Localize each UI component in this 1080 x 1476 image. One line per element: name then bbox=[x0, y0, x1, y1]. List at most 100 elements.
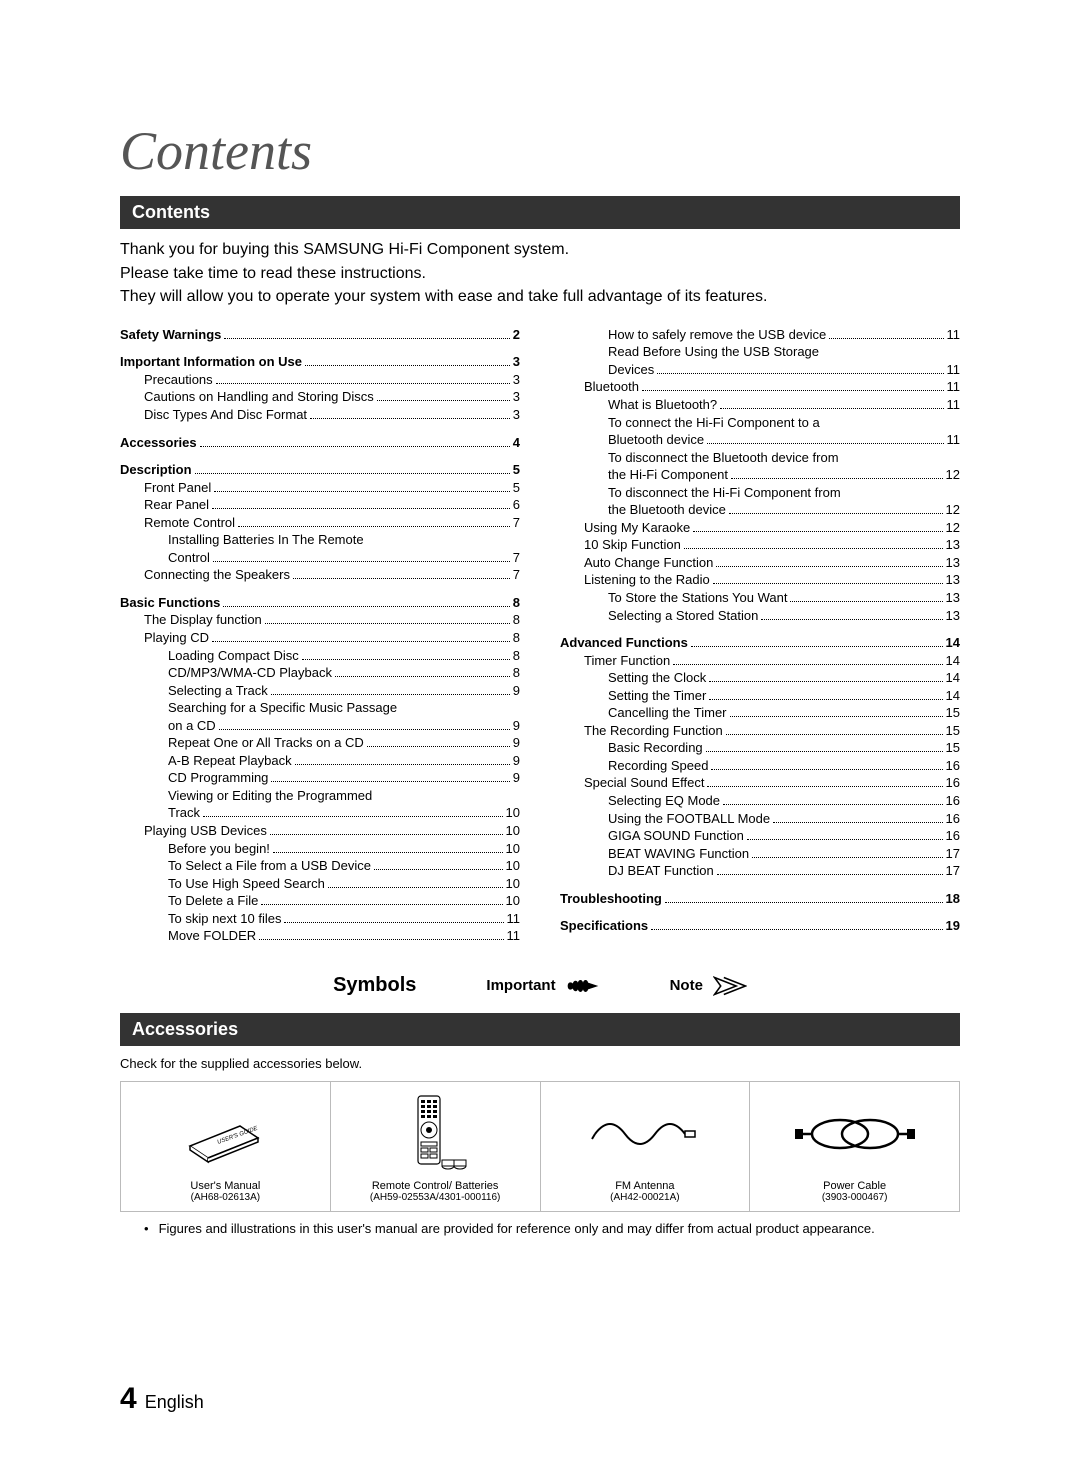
accessory-label: FM Antenna bbox=[615, 1180, 674, 1192]
symbol-note: Note bbox=[670, 973, 747, 999]
toc-page: 11 bbox=[947, 326, 961, 344]
symbols-title: Symbols bbox=[333, 974, 416, 997]
toc-entry: To connect the Hi-Fi Component to a bbox=[560, 414, 960, 432]
toc-page: 10 bbox=[506, 892, 520, 910]
toc-entry: BEAT WAVING Function17 bbox=[560, 845, 960, 863]
toc-entry: Remote Control 7 bbox=[120, 514, 520, 532]
toc-page: 9 bbox=[513, 769, 520, 787]
toc-entry: To Delete a File10 bbox=[120, 892, 520, 910]
toc-label: Description bbox=[120, 461, 192, 479]
toc-leader bbox=[295, 764, 510, 765]
toc-page: 10 bbox=[506, 875, 520, 893]
toc-entry: Loading Compact Disc8 bbox=[120, 647, 520, 665]
section-heading-accessories: Accessories bbox=[120, 1013, 960, 1046]
toc-leader bbox=[310, 418, 510, 419]
toc-leader bbox=[642, 390, 944, 391]
chevron-note-icon bbox=[713, 973, 747, 999]
toc-label: Bluetooth device bbox=[608, 431, 704, 449]
toc-entry: Playing CD8 bbox=[120, 629, 520, 647]
toc-leader bbox=[707, 443, 943, 444]
toc-label: the Bluetooth device bbox=[608, 501, 726, 519]
toc-page: 7 bbox=[513, 549, 520, 567]
toc-leader bbox=[224, 338, 509, 339]
toc-leader bbox=[752, 857, 942, 858]
toc-leader bbox=[773, 822, 942, 823]
toc-label: Viewing or Editing the Programmed bbox=[168, 787, 372, 805]
toc-leader bbox=[328, 887, 503, 888]
toc-page: 8 bbox=[513, 647, 520, 665]
toc-leader bbox=[707, 786, 942, 787]
toc-page: 2 bbox=[513, 326, 520, 344]
page-number: 4 bbox=[120, 1382, 137, 1416]
antenna-icon bbox=[547, 1092, 744, 1176]
toc-label: 10 Skip Function bbox=[584, 536, 681, 554]
toc-label: Setting the Clock bbox=[608, 669, 706, 687]
toc-entry: Rear Panel6 bbox=[120, 496, 520, 514]
toc-leader bbox=[761, 619, 942, 620]
toc-entry: Basic Recording 15 bbox=[560, 739, 960, 757]
toc-page: 8 bbox=[513, 629, 520, 647]
page-footer: 4 English bbox=[120, 1382, 204, 1416]
toc-leader bbox=[238, 526, 510, 527]
toc-label: Playing USB Devices bbox=[144, 822, 267, 840]
toc-page: 3 bbox=[513, 371, 520, 389]
toc-label: GIGA SOUND Function bbox=[608, 827, 744, 845]
toc-label: Troubleshooting bbox=[560, 890, 662, 908]
toc-page: 7 bbox=[513, 566, 520, 584]
toc-entry: Selecting EQ Mode 16 bbox=[560, 792, 960, 810]
toc-entry: Bluetooth 11 bbox=[560, 378, 960, 396]
toc-page: 14 bbox=[946, 634, 960, 652]
toc-label: Selecting EQ Mode bbox=[608, 792, 720, 810]
toc-label: the Hi-Fi Component bbox=[608, 466, 728, 484]
toc-entry: Repeat One or All Tracks on a CD9 bbox=[120, 734, 520, 752]
toc-entry: To Store the Stations You Want13 bbox=[560, 589, 960, 607]
toc-page: 18 bbox=[946, 890, 960, 908]
toc-page: 8 bbox=[513, 594, 520, 612]
toc-page: 3 bbox=[513, 353, 520, 371]
toc-label: Selecting a Stored Station bbox=[608, 607, 758, 625]
toc-label: Bluetooth bbox=[584, 378, 639, 396]
toc-leader bbox=[367, 746, 510, 747]
toc-page: 15 bbox=[946, 739, 960, 757]
accessory-code: (3903-000467) bbox=[822, 1192, 888, 1203]
toc-page: 11 bbox=[947, 378, 961, 396]
toc-entry: The Display function8 bbox=[120, 611, 520, 629]
toc-entry: To disconnect the Bluetooth device from bbox=[560, 449, 960, 467]
toc-label: Remote Control bbox=[144, 514, 235, 532]
toc-leader bbox=[270, 834, 503, 835]
toc-leader bbox=[305, 365, 510, 366]
bullet-icon: • bbox=[144, 1220, 149, 1238]
toc-leader bbox=[302, 659, 510, 660]
intro-line: Please take time to read these instructi… bbox=[120, 263, 960, 285]
toc-leader bbox=[691, 646, 943, 647]
toc-label: Specifications bbox=[560, 917, 648, 935]
toc-label: Basic Recording bbox=[608, 739, 703, 757]
remote-icon bbox=[337, 1092, 534, 1176]
symbols-legend: Symbols Important Note bbox=[120, 973, 960, 999]
toc-leader bbox=[293, 578, 510, 579]
toc-label: Basic Functions bbox=[120, 594, 220, 612]
toc-label: Devices bbox=[608, 361, 654, 379]
toc-leader bbox=[335, 676, 510, 677]
accessory-cell: Power Cable (3903-000467) bbox=[750, 1082, 960, 1212]
toc-leader bbox=[730, 716, 943, 717]
toc-entry: CD/MP3/WMA-CD Playback8 bbox=[120, 664, 520, 682]
toc-label: Auto Change Function bbox=[584, 554, 713, 572]
toc-entry: Setting the Clock14 bbox=[560, 669, 960, 687]
toc-leader bbox=[713, 583, 943, 584]
toc-leader bbox=[684, 548, 943, 549]
intro-line: They will allow you to operate your syst… bbox=[120, 286, 960, 308]
toc-label: DJ BEAT Function bbox=[608, 862, 714, 880]
toc-label: Important Information on Use bbox=[120, 353, 302, 371]
toc-entry: Basic Functions 8 bbox=[120, 594, 520, 612]
toc-page: 7 bbox=[513, 514, 520, 532]
toc-entry: Bluetooth device11 bbox=[560, 431, 960, 449]
toc-page: 13 bbox=[946, 536, 960, 554]
toc-page: 10 bbox=[506, 804, 520, 822]
toc-leader bbox=[747, 839, 943, 840]
toc-page: 10 bbox=[506, 822, 520, 840]
toc-page: 15 bbox=[946, 722, 960, 740]
toc-label: To disconnect the Hi-Fi Component from bbox=[608, 484, 841, 502]
toc-page: 16 bbox=[946, 792, 960, 810]
toc-label: Move FOLDER bbox=[168, 927, 256, 945]
